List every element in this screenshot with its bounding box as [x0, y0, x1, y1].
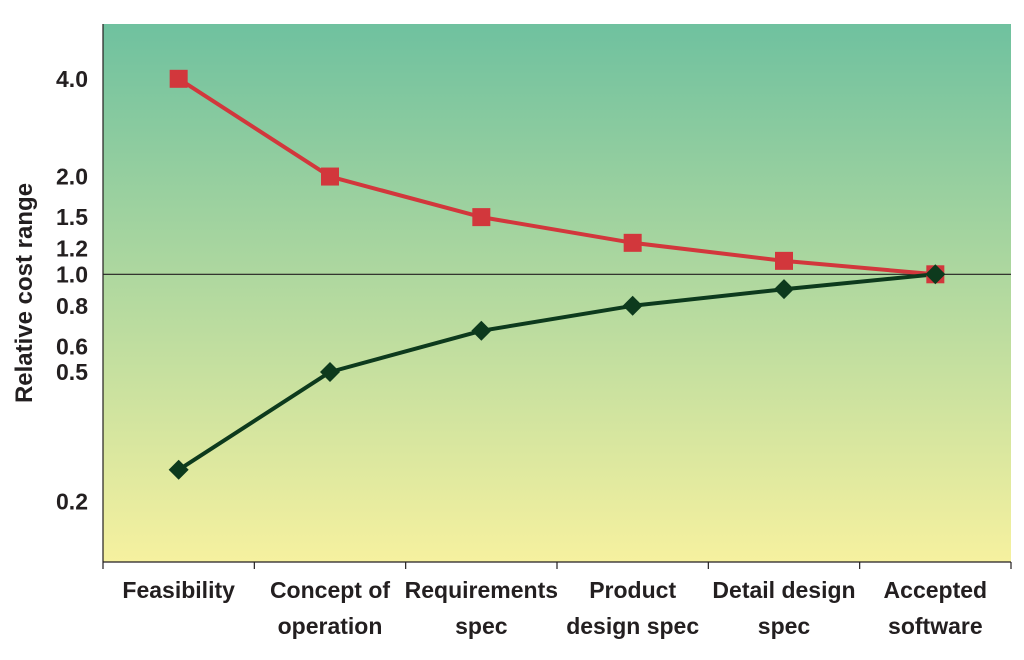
y-tick-label: 2.0	[56, 164, 88, 190]
x-tick-label-line: Feasibility	[122, 577, 235, 603]
plot-area	[103, 24, 1011, 562]
y-tick-label: 0.5	[56, 359, 88, 385]
y-tick-label: 1.2	[56, 236, 88, 262]
series-1-point	[321, 167, 339, 186]
x-tick-label-line: design spec	[566, 613, 699, 639]
series-1-point	[472, 208, 491, 227]
x-tick-label-line: Detail design	[712, 577, 855, 603]
series-line-1	[177, 77, 936, 277]
series-1-point	[169, 69, 188, 88]
y-tick-label: 0.2	[56, 488, 88, 514]
y-tick-label: 4.0	[56, 66, 88, 92]
y-tick-label: 1.5	[56, 204, 88, 230]
series-line-2	[177, 272, 936, 472]
series-1-point	[775, 251, 793, 270]
y-tick-label: 1.0	[56, 261, 88, 287]
x-tick-label-line: software	[888, 613, 983, 639]
y-tick-label: 0.6	[56, 333, 88, 359]
x-tick-label: Product design spec	[566, 577, 699, 639]
x-tick-label-line: Accepted	[884, 577, 988, 603]
x-tick-label: Concept of operation	[270, 577, 390, 639]
x-tick-label-line: spec	[455, 613, 508, 639]
y-tick-label: 0.8	[56, 293, 88, 319]
x-tick-label: Requirements spec	[405, 577, 558, 639]
series-2-point	[925, 264, 946, 285]
series-2-point	[471, 320, 492, 341]
series-2-point	[622, 295, 643, 316]
series-1-point	[623, 233, 642, 252]
x-tick-label: Feasibility	[122, 577, 235, 603]
x-tick-label-line: spec	[758, 613, 811, 639]
x-tick-label-line: Concept of	[270, 577, 390, 603]
x-tick-label: Detail design spec	[712, 577, 855, 639]
y-axis-title: Relative cost range	[11, 183, 38, 403]
x-tick-label: Accepted software	[884, 577, 988, 639]
x-tick-label-line: Requirements	[405, 577, 558, 603]
series-2-point	[168, 459, 189, 480]
x-tick-label-line: operation	[278, 613, 383, 639]
series-2-point	[320, 362, 340, 383]
x-tick-label-line: Product	[589, 577, 676, 603]
series-2-point	[774, 279, 794, 300]
